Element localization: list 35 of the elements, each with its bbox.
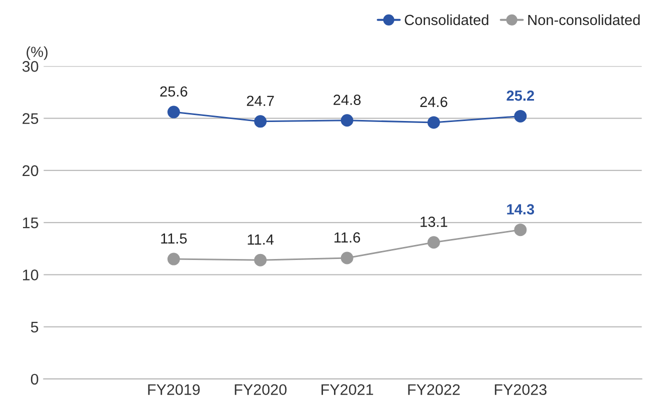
data-label: 11.6 xyxy=(334,232,360,243)
data-label: 24.8 xyxy=(334,94,361,105)
x-tick-label: FY2021 xyxy=(322,384,374,396)
y-tick-label: 0 xyxy=(30,374,38,385)
legend-label: Non-consolidated xyxy=(528,14,640,26)
point xyxy=(514,110,527,122)
data-label: 25.6 xyxy=(160,86,188,97)
data-label: 14.3 xyxy=(507,204,534,214)
data-label: 11.4 xyxy=(248,234,274,245)
point xyxy=(427,236,440,249)
legend-label: Consolidated xyxy=(404,14,488,26)
point xyxy=(254,115,267,128)
y-tick-label: 10 xyxy=(22,270,38,280)
point xyxy=(340,252,354,264)
data-label: 24.7 xyxy=(246,96,274,106)
y-axis-title: (%) xyxy=(26,46,48,60)
data-label: 25.2 xyxy=(506,90,534,101)
point xyxy=(167,106,180,118)
y-tick-label: 30 xyxy=(22,61,38,72)
data-label: 11.5 xyxy=(161,233,187,244)
y-tick-label: 20 xyxy=(22,165,38,176)
point xyxy=(427,116,440,129)
point xyxy=(514,224,527,236)
data-label: 24.6 xyxy=(420,96,448,108)
data-label: 13.1 xyxy=(420,216,448,227)
x-tick-label: FY2020 xyxy=(234,384,287,396)
x-tick-label: FY2022 xyxy=(408,384,460,396)
y-tick-label: 25 xyxy=(22,113,38,124)
x-tick-label: FY2023 xyxy=(494,384,546,396)
point xyxy=(167,252,180,266)
point xyxy=(340,114,354,127)
y-tick-label: 15 xyxy=(22,218,38,228)
point xyxy=(254,254,267,266)
x-tick-label: FY2019 xyxy=(148,384,200,396)
y-tick-label: 5 xyxy=(30,322,38,332)
